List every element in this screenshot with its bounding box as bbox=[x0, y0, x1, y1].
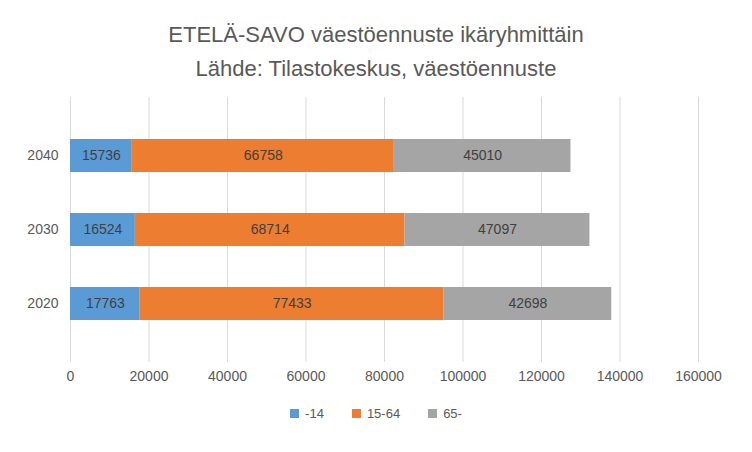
svg-text:16524: 16524 bbox=[83, 221, 122, 237]
svg-text:68714: 68714 bbox=[251, 221, 290, 237]
svg-text:20000: 20000 bbox=[130, 368, 169, 384]
svg-text:60000: 60000 bbox=[287, 368, 326, 384]
svg-text:140000: 140000 bbox=[597, 368, 644, 384]
svg-text:120000: 120000 bbox=[518, 368, 565, 384]
svg-text:15736: 15736 bbox=[82, 147, 121, 163]
html-text:Lähde: Tilastokeskus, väestöen: Lähde: Tilastokeskus, väestöennuste bbox=[195, 56, 557, 81]
svg-text:77433: 77433 bbox=[273, 295, 312, 311]
svg-text:47097: 47097 bbox=[478, 221, 517, 237]
html-text:15-64: 15-64 bbox=[366, 406, 401, 421]
html-text:ETELÄ-SAVO väestöennuste ikäry: ETELÄ-SAVO väestöennuste ikäryhmittäin bbox=[168, 22, 584, 47]
html-text:-14: -14 bbox=[305, 406, 324, 421]
svg-text:0: 0 bbox=[67, 368, 75, 384]
svg-text:100000: 100000 bbox=[440, 368, 487, 384]
html-text:65-: 65- bbox=[443, 406, 462, 421]
svg-text:42698: 42698 bbox=[508, 295, 547, 311]
svg-text:40000: 40000 bbox=[208, 368, 247, 384]
svg-text:2040: 2040 bbox=[27, 147, 58, 163]
svg-text:80000: 80000 bbox=[365, 368, 404, 384]
svg-text:2020: 2020 bbox=[27, 295, 58, 311]
svg-text:66758: 66758 bbox=[244, 147, 283, 163]
svg-text:160000: 160000 bbox=[675, 368, 722, 384]
svg-text:2030: 2030 bbox=[27, 221, 58, 237]
svg-text:45010: 45010 bbox=[463, 147, 502, 163]
svg-text:17763: 17763 bbox=[86, 295, 125, 311]
